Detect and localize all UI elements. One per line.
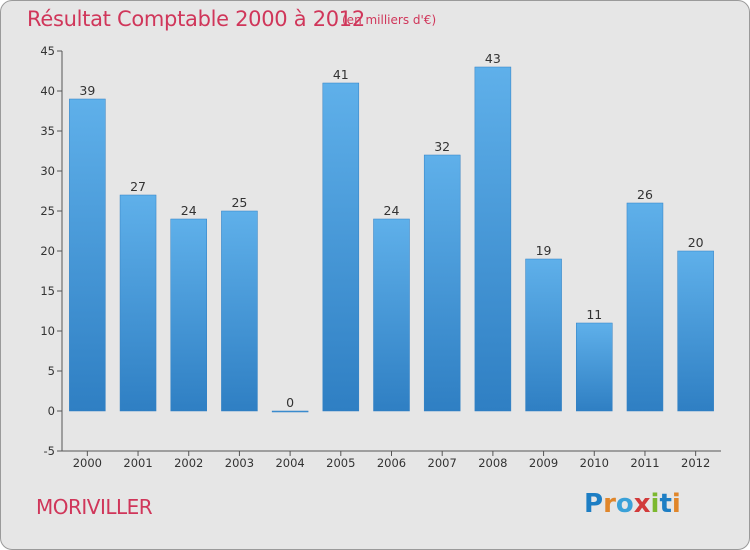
x-tick-label: 2003 — [225, 456, 254, 470]
bar-2000 — [69, 98, 106, 412]
y-tick-label: 0 — [48, 404, 55, 418]
x-tick-label: 2011 — [630, 456, 659, 470]
bar-2008 — [474, 66, 512, 412]
logo-letter: i — [650, 489, 660, 519]
logo-letter: x — [633, 489, 651, 519]
value-label-2009: 19 — [536, 243, 552, 258]
proxiti-logo[interactable]: Proxiti — [584, 489, 681, 519]
bar-2003 — [221, 210, 258, 412]
chart-title: Résultat Comptable 2000 à 2012 — [27, 7, 365, 31]
bar-2001 — [119, 194, 157, 412]
x-tick-label: 2009 — [529, 456, 558, 470]
data-labels: 39 27 24 25 0 41 24 32 43 19 11 26 20 — [79, 51, 703, 410]
chart-subtitle: (en milliers d'€) — [342, 13, 437, 27]
y-tick-label: 5 — [48, 364, 55, 378]
y-tick-label: 40 — [40, 84, 55, 98]
y-tick-label: 35 — [40, 124, 55, 138]
x-tick-label: 2012 — [681, 456, 710, 470]
x-tick-label: 2004 — [275, 456, 304, 470]
bar-2005 — [322, 82, 360, 412]
value-label-2003: 25 — [231, 195, 247, 210]
x-tick-label: 2005 — [326, 456, 355, 470]
y-tick-label: -5 — [44, 444, 55, 458]
x-axis: 2000 2001 2002 2003 2004 2005 2006 2007 2008 2009… — [62, 450, 721, 470]
y-axis: -5 0 5 10 15 20 25 30 35 40 45 — [40, 44, 63, 458]
bar-2010 — [576, 322, 613, 412]
value-label-2006: 24 — [384, 203, 400, 218]
bar-2004 — [271, 410, 309, 413]
logo-letter: i — [671, 489, 681, 519]
logo-letter: t — [659, 489, 672, 519]
value-label-2012: 20 — [688, 235, 704, 250]
value-label-2010: 11 — [586, 307, 602, 322]
bar-2007 — [423, 154, 461, 412]
bars — [69, 66, 714, 413]
value-label-2000: 39 — [79, 83, 95, 98]
x-tick-label: 2001 — [123, 456, 152, 470]
value-label-2011: 26 — [637, 187, 653, 202]
y-tick-label: 15 — [40, 284, 55, 298]
bar-2006 — [373, 218, 410, 412]
value-label-2004: 0 — [286, 395, 294, 410]
bar-2012 — [677, 250, 714, 412]
value-label-2008: 43 — [485, 51, 501, 66]
value-label-2007: 32 — [434, 139, 450, 154]
logo-letter: o — [615, 489, 634, 519]
bar-2009 — [525, 258, 562, 412]
x-tick-label: 2007 — [428, 456, 457, 470]
x-tick-label: 2010 — [580, 456, 609, 470]
value-label-2001: 27 — [130, 179, 146, 194]
bar-2002 — [170, 218, 207, 412]
x-tick-label: 2002 — [174, 456, 203, 470]
x-tick-label: 2008 — [478, 456, 507, 470]
x-tick-label: 2006 — [377, 456, 406, 470]
y-tick-label: 30 — [40, 164, 55, 178]
commune-name: MORIVILLER — [36, 495, 153, 519]
bar-2011 — [626, 202, 664, 412]
y-tick-label: 45 — [40, 44, 55, 58]
value-label-2005: 41 — [333, 67, 349, 82]
y-tick-label: 20 — [40, 244, 55, 258]
x-tick-label: 2000 — [73, 456, 102, 470]
y-tick-label: 25 — [40, 204, 55, 218]
logo-letter: P — [584, 489, 604, 519]
logo-letter: r — [603, 489, 616, 519]
y-tick-label: 10 — [40, 324, 55, 338]
value-label-2002: 24 — [181, 203, 197, 218]
